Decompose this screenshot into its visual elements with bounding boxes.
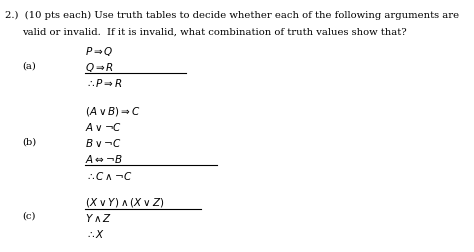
Text: $\therefore X$: $\therefore X$ bbox=[85, 228, 105, 240]
Text: $B \vee \neg C$: $B \vee \neg C$ bbox=[85, 137, 122, 149]
Text: $Q \Rightarrow R$: $Q \Rightarrow R$ bbox=[85, 61, 114, 74]
Text: $\therefore P \Rightarrow R$: $\therefore P \Rightarrow R$ bbox=[85, 77, 123, 89]
Text: (c): (c) bbox=[22, 212, 36, 221]
Text: $(X \vee Y) \wedge (X \vee Z)$: $(X \vee Y) \wedge (X \vee Z)$ bbox=[85, 196, 165, 209]
Text: $\therefore C \wedge \neg C$: $\therefore C \wedge \neg C$ bbox=[85, 170, 133, 182]
Text: $A \vee \neg C$: $A \vee \neg C$ bbox=[85, 121, 122, 133]
Text: valid or invalid.  If it is invalid, what combination of truth values show that?: valid or invalid. If it is invalid, what… bbox=[22, 27, 407, 37]
Text: 2.)  (10 pts each) Use truth tables to decide whether each of the following argu: 2.) (10 pts each) Use truth tables to de… bbox=[5, 11, 459, 20]
Text: $A \Leftrightarrow \neg B$: $A \Leftrightarrow \neg B$ bbox=[85, 153, 123, 165]
Text: $(A \vee B) \Rightarrow C$: $(A \vee B) \Rightarrow C$ bbox=[85, 105, 141, 118]
Text: (a): (a) bbox=[22, 61, 36, 70]
Text: $P \Rightarrow Q$: $P \Rightarrow Q$ bbox=[85, 45, 114, 58]
Text: (b): (b) bbox=[22, 137, 36, 146]
Text: $Y \wedge Z$: $Y \wedge Z$ bbox=[85, 212, 112, 224]
